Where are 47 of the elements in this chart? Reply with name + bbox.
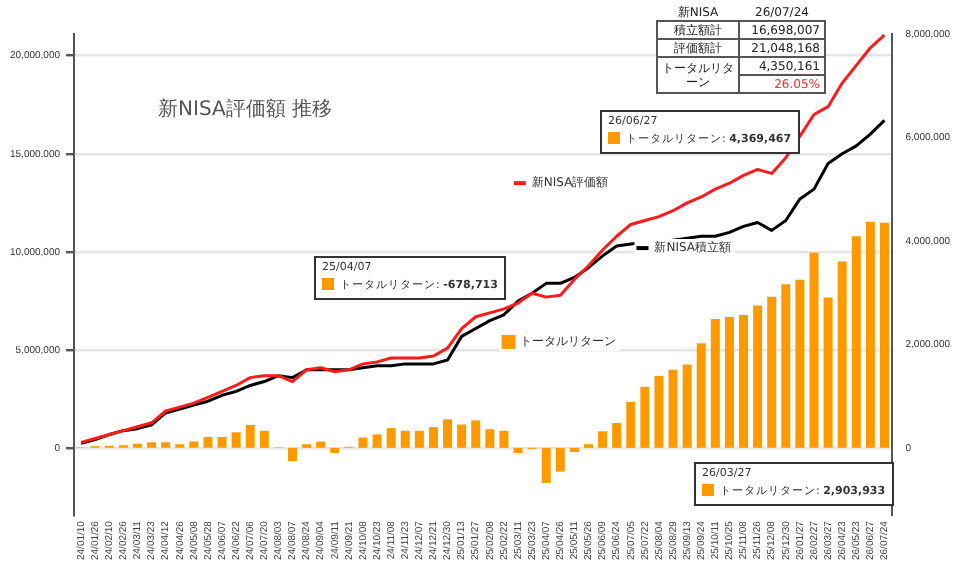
bar — [654, 375, 664, 448]
bar — [400, 430, 410, 448]
bar — [851, 236, 861, 448]
bar — [245, 425, 255, 448]
bar — [259, 430, 269, 448]
bar — [865, 221, 875, 448]
bar — [837, 261, 847, 448]
bar — [612, 423, 622, 448]
bar — [753, 305, 763, 448]
bar — [767, 296, 777, 448]
bar — [217, 436, 227, 448]
bar — [358, 437, 368, 448]
bar — [626, 401, 636, 448]
bar — [231, 432, 241, 448]
bar — [386, 428, 396, 448]
bar — [161, 442, 171, 448]
bar — [781, 284, 791, 448]
bar — [330, 447, 340, 453]
bar — [879, 222, 889, 448]
bar — [513, 447, 523, 453]
bar — [414, 430, 424, 448]
bar — [823, 297, 833, 448]
bar — [499, 430, 509, 448]
bar — [710, 319, 720, 448]
bar — [682, 364, 692, 448]
bar — [795, 279, 805, 448]
bar — [485, 429, 495, 448]
bar — [541, 447, 551, 483]
bar — [316, 441, 326, 448]
bar — [443, 419, 453, 448]
bar — [555, 447, 565, 472]
bar — [203, 436, 213, 448]
bar — [189, 441, 199, 448]
bar — [598, 431, 608, 448]
bar — [809, 252, 819, 448]
bar — [471, 420, 481, 448]
bar — [724, 316, 734, 448]
bar — [428, 427, 438, 448]
bar — [668, 369, 678, 448]
bar — [147, 442, 157, 448]
bar — [372, 434, 382, 448]
bar — [288, 447, 298, 462]
bar — [739, 314, 749, 448]
bar — [696, 343, 706, 448]
bar — [640, 386, 650, 448]
bar — [457, 424, 467, 448]
text: 新NISA評価額 推移 — [158, 97, 333, 122]
